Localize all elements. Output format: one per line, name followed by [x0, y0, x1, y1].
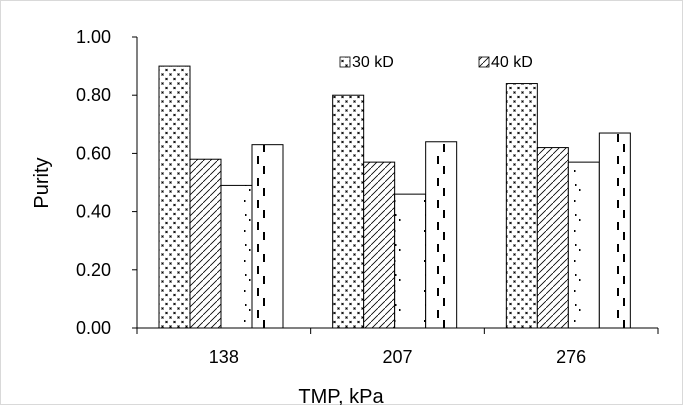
bar-series1-138 [158, 65, 191, 329]
bar-series3-276 [567, 161, 600, 329]
bar-series2-138 [189, 158, 222, 329]
legend-swatch-30kd [339, 56, 351, 68]
legend-label-30kd: 30 kD [352, 54, 394, 71]
x-tick-label: 207 [382, 347, 412, 367]
legend-swatch-40kd [478, 56, 490, 68]
legend-label-40kd: 40 kD [491, 54, 533, 71]
x-tick-label: 138 [209, 347, 239, 367]
bar-series1-207 [332, 94, 365, 329]
y-tick-label: 0.00 [76, 318, 111, 338]
bar-series1-276 [505, 83, 538, 329]
bar-series2-276 [536, 147, 569, 329]
y-tick-label: 0.20 [76, 260, 111, 280]
legend: 30 kD 40 kD [339, 54, 533, 71]
bar-series2-207 [363, 161, 396, 329]
x-axis-title: TMP, kPa [298, 386, 384, 405]
bar-series3-207 [394, 193, 427, 329]
bar-series4-276 [598, 132, 631, 329]
bar-series3-138 [220, 184, 253, 329]
y-tick-label: 0.40 [76, 202, 111, 222]
y-axis: 0.00 0.20 0.40 0.60 0.80 1.00 [76, 27, 138, 338]
y-axis-title: Purity [31, 157, 53, 208]
x-tick-label: 276 [556, 347, 586, 367]
y-tick-label: 1.00 [76, 27, 111, 47]
bar-series4-138 [251, 144, 284, 329]
y-tick-label: 0.80 [76, 85, 111, 105]
y-tick-label: 0.60 [76, 143, 111, 163]
bars [158, 65, 631, 329]
legend-item-30kd: 30 kD [339, 54, 394, 71]
bar-series4-207 [425, 141, 458, 329]
legend-item-40kd: 40 kD [478, 54, 533, 71]
